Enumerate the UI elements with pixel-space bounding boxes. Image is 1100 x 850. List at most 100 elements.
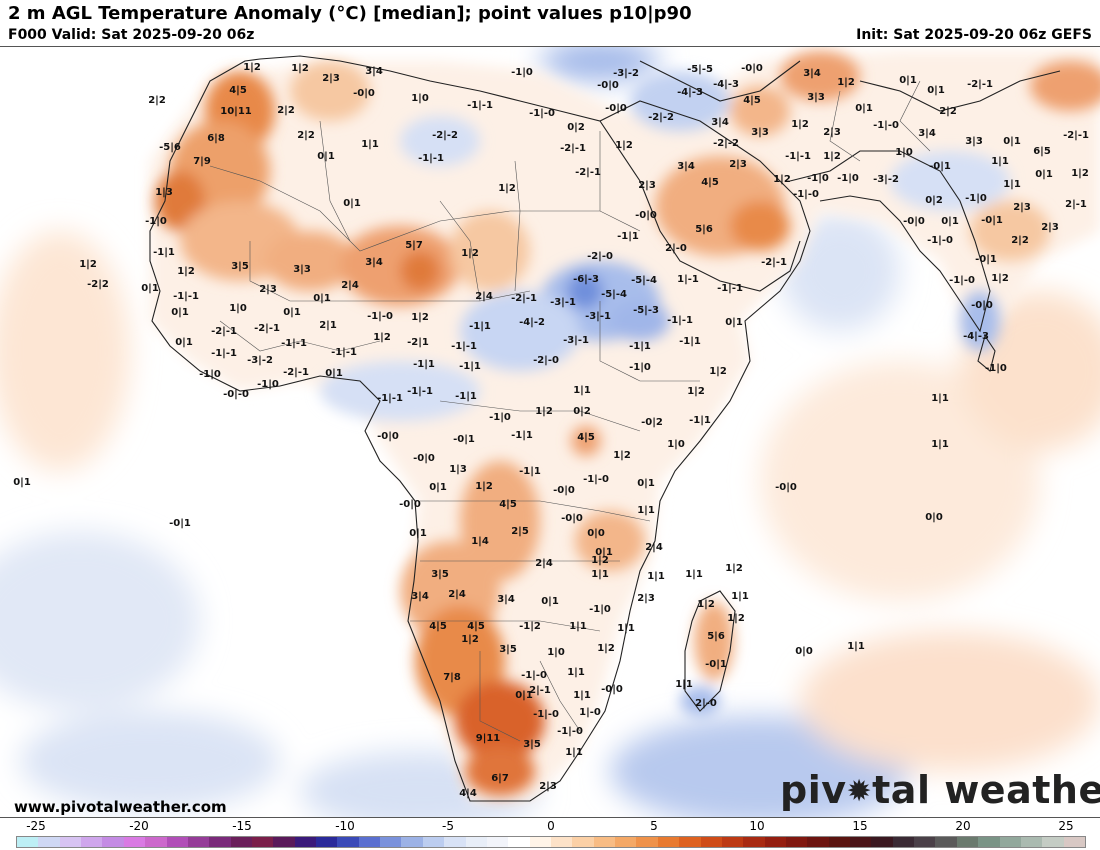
point-value: 1|2 — [823, 151, 841, 162]
colorbar-label: -10 — [335, 819, 355, 833]
colorbar-bin — [999, 837, 1021, 847]
point-value: -0|1 — [705, 659, 727, 670]
colorbar-bin — [81, 837, 103, 847]
point-value: 4|4 — [459, 788, 477, 799]
point-value: 4|5 — [701, 177, 719, 188]
colorbar-bin — [529, 837, 551, 847]
point-value: 3|4 — [803, 68, 821, 79]
point-value: 2|3 — [729, 159, 747, 170]
colorbar-bin — [401, 837, 423, 847]
coastline — [149, 55, 1061, 802]
point-value: 4|5 — [577, 432, 595, 443]
colorbar-bin — [444, 837, 466, 847]
point-value: -0|1 — [975, 254, 997, 265]
gear-icon: ✹ — [846, 774, 873, 809]
point-value: 1|0 — [547, 647, 565, 658]
point-value: 0|1 — [515, 690, 533, 701]
colorbar-bin — [764, 837, 786, 847]
point-value: 2|4 — [341, 280, 359, 291]
point-value: 1|2 — [461, 634, 479, 645]
map-panel[interactable]: 1|2 1|2 2|3 3|4 -0|0 2|2 4|5 10|11 2|2 1|0 -1|-1 -1… — [0, 46, 1100, 818]
colorbar: -25 -20 -15 -10 -5 0 5 10 15 20 25 — [0, 818, 1100, 850]
point-value: -1|1 — [153, 247, 175, 258]
init-time: Init: Sat 2025-09-20 06z GEFS — [856, 27, 1092, 43]
point-value: -2|-1 — [254, 323, 280, 334]
point-value: -2|1 — [407, 337, 429, 348]
point-value: 0|1 — [637, 478, 655, 489]
map-title: 2 m AGL Temperature Anomaly (°C) [median… — [8, 3, 692, 24]
point-value: -1|0 — [629, 362, 651, 373]
point-value: 1|1 — [931, 393, 949, 404]
point-value: -1|1 — [455, 391, 477, 402]
point-value: 7|8 — [443, 672, 461, 683]
ocean-shading — [0, 47, 1100, 817]
point-value: 1|2 — [697, 599, 715, 610]
colorbar-bin — [550, 837, 573, 847]
point-value: -0|0 — [601, 684, 623, 695]
point-value: -1|1 — [689, 415, 711, 426]
colorbar-label: 10 — [749, 819, 765, 833]
point-value: 1|1 — [731, 591, 749, 602]
point-value: 1|0 — [895, 147, 913, 158]
point-value: -1|1 — [459, 361, 481, 372]
colorbar-label: -5 — [442, 819, 454, 833]
point-value: 1|2 — [615, 140, 633, 151]
colorbar-label: 5 — [650, 819, 658, 833]
point-value: 0|1 — [855, 103, 873, 114]
point-value: -5|-3 — [633, 305, 659, 316]
point-value: 1|2 — [461, 248, 479, 259]
point-value: 0|0 — [795, 646, 813, 657]
point-value: 0|1 — [595, 547, 613, 558]
point-value: 1|3 — [449, 464, 467, 475]
point-value: 2|5 — [511, 526, 529, 537]
point-value: 3|3 — [807, 92, 825, 103]
colorbar-bin — [59, 837, 82, 847]
point-value: -2|-2 — [648, 112, 674, 123]
point-value: -6|-3 — [573, 274, 599, 285]
point-value: -2|-1 — [211, 326, 237, 337]
point-value: 1|-0 — [579, 707, 601, 718]
point-value: -0|0 — [561, 513, 583, 524]
colorbar-label: 25 — [1058, 819, 1074, 833]
point-value: 1|2 — [79, 259, 97, 270]
point-value: 3|5 — [231, 261, 249, 272]
point-value: -2|-1 — [283, 367, 309, 378]
point-value: 1|0 — [411, 93, 429, 104]
anomaly-map: 1|2 1|2 2|3 3|4 -0|0 2|2 4|5 10|11 2|2 1|0 -1|-1 -1… — [0, 47, 1100, 817]
point-value: 3|4 — [365, 257, 383, 268]
colorbar-bin — [1042, 837, 1064, 847]
point-value: -0|0 — [605, 103, 627, 114]
point-value: -1|-1 — [717, 283, 743, 294]
point-value: -0|0 — [377, 431, 399, 442]
colorbar-bin — [358, 837, 381, 847]
point-value: -1|-1 — [331, 347, 357, 358]
point-value: -0|2 — [641, 417, 663, 428]
point-value: 2|2 — [297, 130, 315, 141]
point-value: 1|2 — [991, 273, 1009, 284]
point-value: 2|3 — [1041, 222, 1059, 233]
point-value: 0|1 — [1035, 169, 1053, 180]
point-value: -1|1 — [413, 359, 435, 370]
colorbar-bin — [914, 837, 936, 847]
point-value: -3|-1 — [550, 297, 576, 308]
point-value: 0|2 — [573, 406, 591, 417]
point-value: -1|-1 — [173, 291, 199, 302]
point-value: 3|4 — [411, 591, 429, 602]
colorbar-label: 20 — [955, 819, 971, 833]
point-value: 4|5 — [429, 621, 447, 632]
point-value: 1|1 — [675, 679, 693, 690]
point-value: -1|1 — [617, 231, 639, 242]
colorbar-label: -20 — [129, 819, 149, 833]
colorbar-bin — [785, 837, 808, 847]
point-value: 1|2 — [613, 450, 631, 461]
point-value: -1|2 — [519, 621, 541, 632]
point-value: -1|0 — [511, 67, 533, 78]
point-value: 1|2 — [1071, 168, 1089, 179]
website-link[interactable]: www.pivotalweather.com — [14, 798, 227, 816]
anomaly-shading — [155, 51, 1100, 796]
colorbar-bin — [187, 837, 210, 847]
point-value: 0|0 — [587, 528, 605, 539]
point-value: 1|2 — [727, 613, 745, 624]
point-value: 2|-0 — [665, 243, 687, 254]
colorbar-label: 0 — [547, 819, 555, 833]
